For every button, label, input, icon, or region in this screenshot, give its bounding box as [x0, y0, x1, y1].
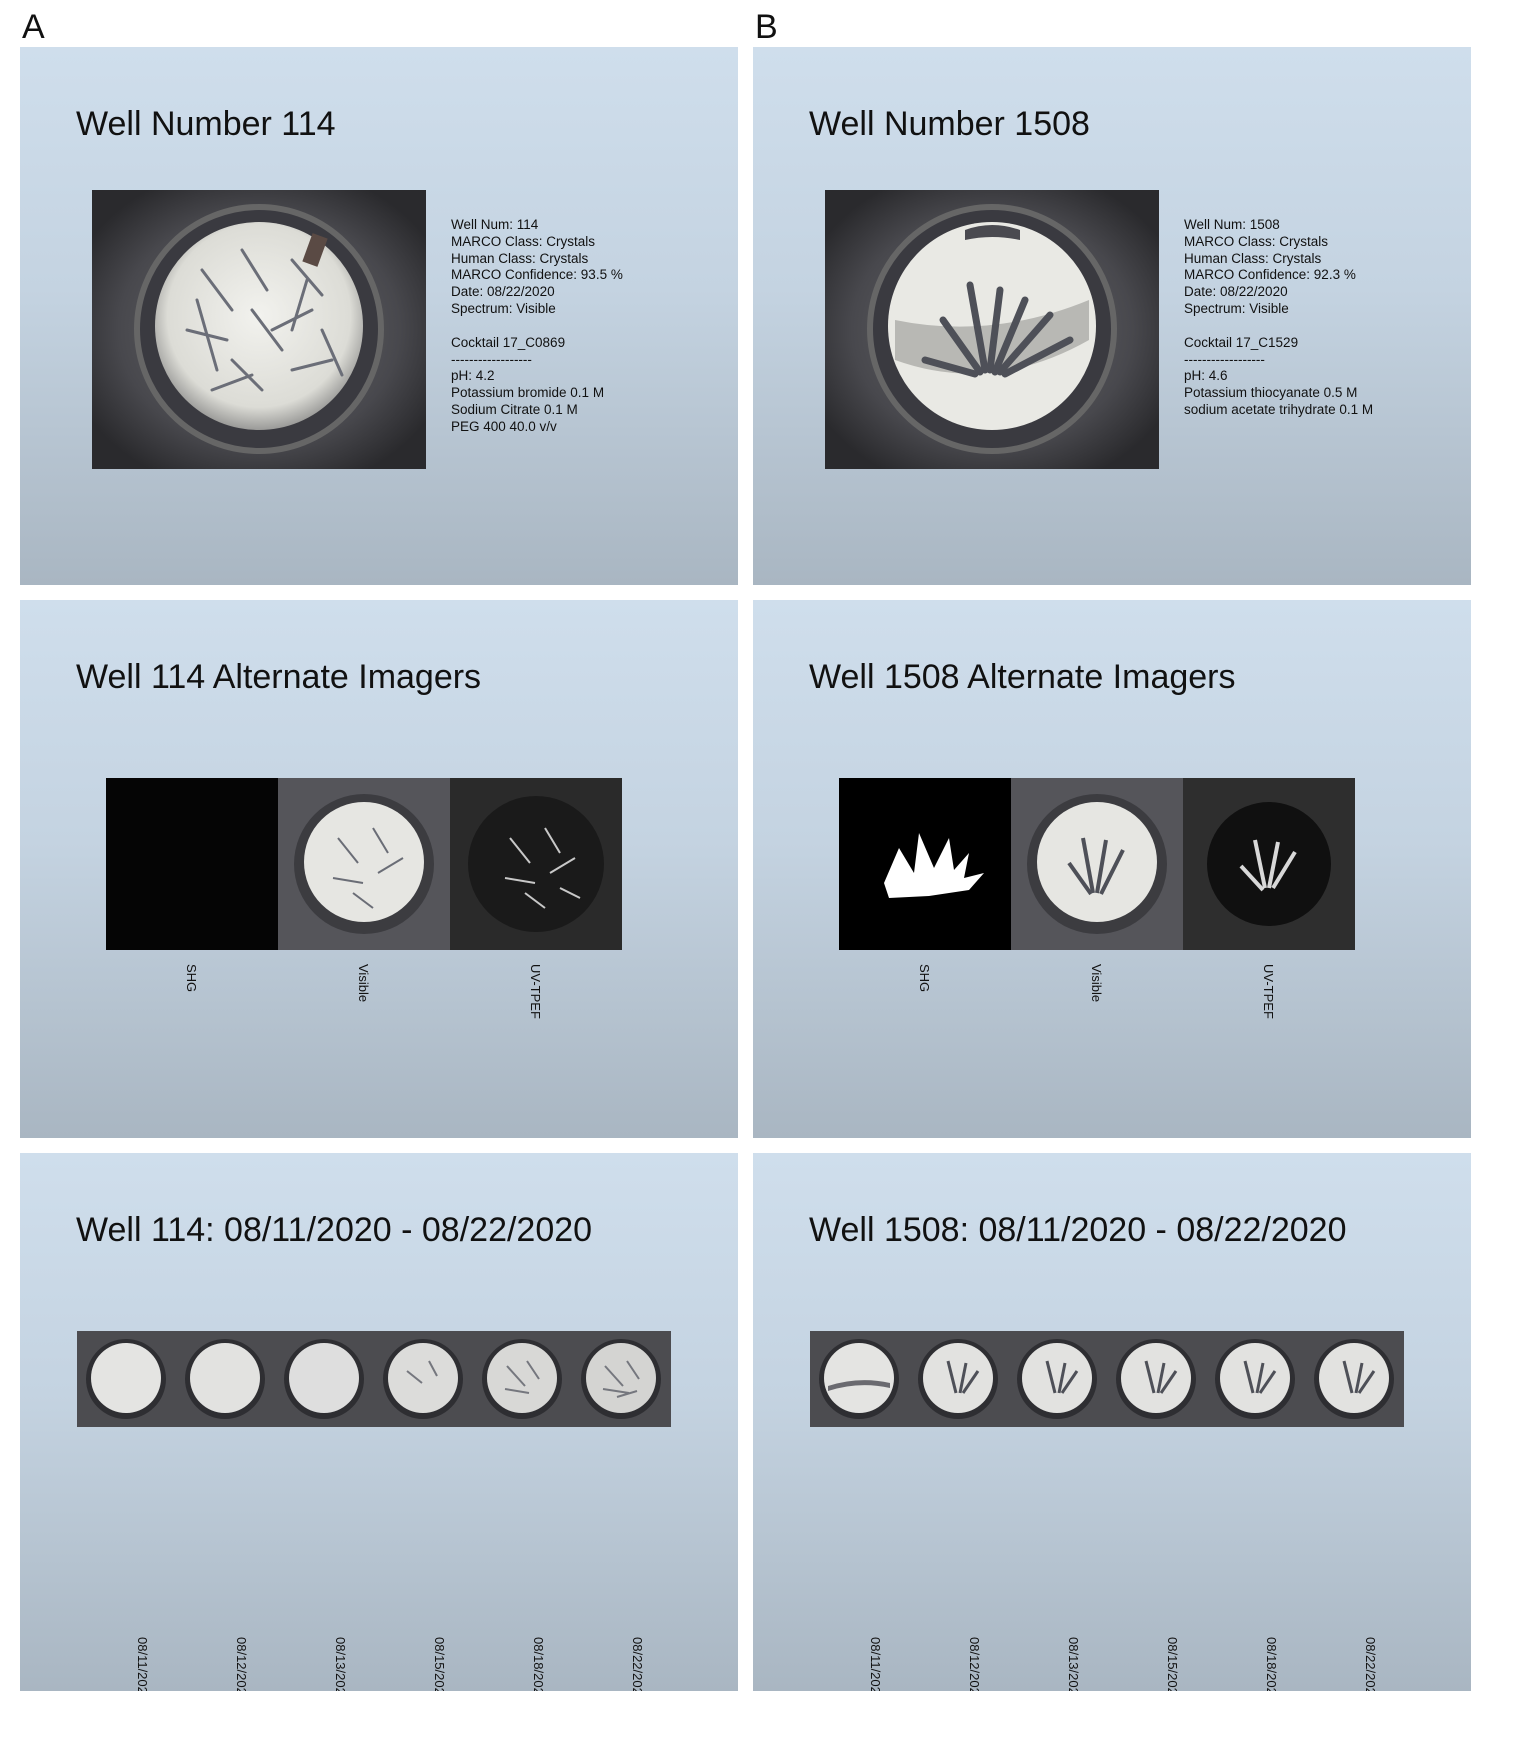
- uv-tpef-image: [1183, 778, 1355, 950]
- slide-title: Well Number 1508: [809, 105, 1090, 143]
- timeline-image-strip: 08/11/2020 08/12/2020 08/13/2020 08/15/2…: [810, 1331, 1404, 1691]
- info-line: Date: 08/22/2020: [451, 284, 555, 300]
- cocktail-line: Potassium bromide 0.1 M: [451, 385, 605, 401]
- date-label: 08/13/2020: [1066, 1637, 1081, 1691]
- imager-label: UV-TPEF: [1261, 964, 1276, 1019]
- date-label: 08/22/2020: [630, 1637, 645, 1691]
- timeline-images: [77, 1331, 671, 1427]
- info-line: MARCO Confidence: 92.3 %: [1184, 267, 1356, 283]
- slide-b-well-details: Well Number 1508 Well Num: 1508 MARCO Cl…: [753, 47, 1471, 585]
- alternate-image-strip: SHG Visible UV-TPEF: [106, 778, 622, 1078]
- date-label: 08/12/2020: [967, 1637, 982, 1691]
- info-line: MARCO Class: Crystals: [1184, 233, 1329, 249]
- imager-label: SHG: [184, 964, 199, 993]
- cocktail-line: Cocktail 17_C0869: [451, 334, 566, 350]
- slide-title: Well 114: 08/11/2020 - 08/22/2020: [76, 1211, 593, 1249]
- slide-a-timeline: Well 114: 08/11/2020 - 08/22/2020 08/11/…: [20, 1153, 738, 1691]
- cocktail-line: ------------------: [1184, 351, 1265, 367]
- info-line: Human Class: Crystals: [451, 250, 589, 266]
- cocktail-line: pH: 4.2: [451, 368, 495, 384]
- visible-image: [278, 778, 450, 950]
- cocktail-line: Cocktail 17_C1529: [1184, 334, 1299, 350]
- slide-title: Well 114 Alternate Imagers: [76, 658, 482, 696]
- timeline-image-strip: 08/11/2020 08/12/2020 08/13/2020 08/15/2…: [77, 1331, 671, 1691]
- info-line: Date: 08/22/2020: [1184, 284, 1288, 300]
- info-line: MARCO Confidence: 93.5 %: [451, 267, 623, 283]
- date-label: 08/15/2020: [432, 1637, 447, 1691]
- imager-label: Visible: [1089, 964, 1104, 1003]
- info-line: MARCO Class: Crystals: [451, 233, 596, 249]
- info-line: Well Num: 114: [451, 217, 539, 232]
- date-label: 08/15/2020: [1165, 1637, 1180, 1691]
- date-label: 08/11/2020: [868, 1637, 883, 1691]
- well-info-block: Well Num: 114 MARCO Class: Crystals Huma…: [451, 217, 623, 436]
- cocktail-line: PEG 400 40.0 v/v: [451, 418, 557, 434]
- slide-title: Well 1508: 08/11/2020 - 08/22/2020: [809, 1211, 1347, 1249]
- timeline-images: [810, 1331, 1404, 1427]
- panel-letter-b: B: [755, 8, 778, 46]
- date-label: 08/22/2020: [1363, 1637, 1378, 1691]
- date-label: 08/18/2020: [1264, 1637, 1279, 1691]
- info-line: Spectrum: Visible: [1184, 300, 1289, 316]
- panel-letter-a: A: [22, 8, 45, 46]
- slide-b-timeline: Well 1508: 08/11/2020 - 08/22/2020 08/11: [753, 1153, 1471, 1691]
- well-114-visible-image: [92, 190, 426, 469]
- imager-label: Visible: [356, 964, 371, 1003]
- info-line: Well Num: 1508: [1184, 217, 1280, 232]
- shg-image: [106, 778, 278, 950]
- slide-a-well-details: Well Number 114 Well Num: 114 MARCO Clas…: [20, 47, 738, 585]
- date-label: 08/13/2020: [333, 1637, 348, 1691]
- shg-image: [839, 778, 1011, 950]
- date-label: 08/11/2020: [135, 1637, 150, 1691]
- cocktail-line: sodium acetate trihydrate 0.1 M: [1184, 401, 1374, 417]
- cocktail-line: Sodium Citrate 0.1 M: [451, 401, 578, 417]
- cocktail-line: pH: 4.6: [1184, 368, 1228, 384]
- slide-title: Well Number 114: [76, 105, 336, 143]
- slide-b-alternate-imagers: Well 1508 Alternate Imagers SHG Visible …: [753, 600, 1471, 1138]
- date-label: 08/18/2020: [531, 1637, 546, 1691]
- info-line: Human Class: Crystals: [1184, 250, 1322, 266]
- cocktail-line: ------------------: [451, 351, 532, 367]
- imager-label: UV-TPEF: [528, 964, 543, 1019]
- date-label: 08/12/2020: [234, 1637, 249, 1691]
- imager-label: SHG: [917, 964, 932, 993]
- well-1508-visible-image: [825, 190, 1159, 469]
- visible-image: [1011, 778, 1183, 950]
- alternate-image-strip: SHG Visible UV-TPEF: [839, 778, 1355, 1078]
- cocktail-line: Potassium thiocyanate 0.5 M: [1184, 385, 1358, 401]
- info-line: Spectrum: Visible: [451, 300, 556, 316]
- slide-a-alternate-imagers: Well 114 Alternate Imagers SHG Visible U…: [20, 600, 738, 1138]
- uv-tpef-image: [450, 778, 622, 950]
- slide-title: Well 1508 Alternate Imagers: [809, 658, 1236, 696]
- well-info-block: Well Num: 1508 MARCO Class: Crystals Hum…: [1184, 217, 1373, 419]
